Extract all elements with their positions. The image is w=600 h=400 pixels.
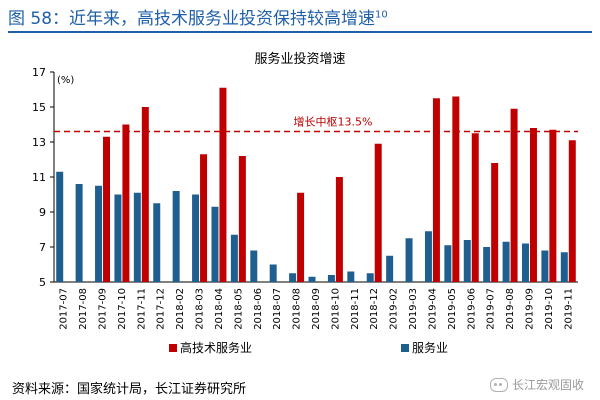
x-tick-label: 2019-06 — [466, 288, 477, 330]
x-tick-label: 2017-11 — [136, 288, 147, 330]
bar-services — [541, 250, 549, 282]
x-tick-label: 2017-08 — [78, 288, 89, 330]
watermark: 长江宏观固收 — [489, 376, 584, 393]
chart-title: 服务业投资增速 — [254, 51, 345, 67]
x-tick-label: 2019-08 — [505, 288, 516, 330]
bar-high-tech-services — [568, 140, 576, 282]
bar-services — [405, 238, 413, 282]
x-tick-label: 2017-09 — [98, 288, 109, 330]
bar-high-tech-services — [510, 108, 518, 282]
bar-services — [560, 252, 568, 282]
x-tick-label: 2018-12 — [369, 288, 380, 330]
source-note: 资料来源：国家统计局，长江证券研究所 — [12, 382, 247, 397]
bar-services — [250, 250, 258, 282]
y-tick-label: 11 — [32, 171, 46, 184]
bar-services — [444, 245, 452, 282]
bar-high-tech-services — [335, 177, 343, 282]
wechat-icon — [489, 377, 508, 392]
bar-services — [327, 275, 335, 282]
bar-services — [172, 191, 180, 282]
x-tick-label: 2018-05 — [233, 288, 244, 330]
bar-high-tech-services — [141, 107, 149, 282]
bar-high-tech-services — [238, 156, 246, 282]
figure-title: 图 58：近年来，高技术服务业投资保持较高增速10 — [8, 4, 388, 29]
bar-services — [308, 276, 316, 282]
y-tick-label: 15 — [32, 101, 46, 114]
bar-services — [56, 171, 64, 282]
x-tick-label: 2019-11 — [563, 288, 574, 330]
bar-high-tech-services — [432, 98, 440, 282]
x-tick-label: 2018-10 — [330, 288, 341, 330]
title-divider — [8, 31, 592, 33]
x-tick-label: 2019-02 — [389, 288, 400, 330]
bar-services — [521, 243, 529, 282]
x-tick-label: 2017-12 — [156, 288, 167, 330]
bar-services — [424, 231, 432, 282]
bar-services — [95, 185, 103, 282]
bar-services — [75, 184, 83, 282]
x-tick-label: 2018-11 — [350, 288, 361, 330]
x-tick-label: 2018-02 — [175, 288, 186, 330]
bar-services — [366, 273, 374, 282]
bar-services — [386, 255, 394, 282]
bar-services — [289, 273, 297, 282]
bar-services — [269, 264, 277, 282]
y-tick-label: 7 — [39, 241, 46, 254]
y-tick-label: 9 — [39, 206, 46, 219]
bar-services — [230, 234, 238, 282]
bar-services — [192, 194, 200, 282]
bar-high-tech-services — [491, 163, 499, 282]
y-tick-label: 17 — [32, 66, 46, 79]
x-tick-label: 2018-04 — [214, 288, 225, 330]
x-tick-label: 2019-05 — [447, 288, 458, 330]
watermark-text: 长江宏观固收 — [511, 378, 584, 392]
y-axis-unit: (%) — [57, 75, 74, 86]
x-tick-label: 2019-07 — [486, 288, 497, 330]
legend-label-high-tech: 高技术服务业 — [180, 340, 252, 355]
legend-label-services: 服务业 — [412, 340, 448, 355]
bar-services — [114, 194, 122, 282]
legend-swatch-high-tech — [169, 344, 177, 352]
bar-high-tech-services — [374, 143, 382, 282]
x-tick-label: 2019-03 — [408, 288, 419, 330]
bar-services — [133, 192, 141, 282]
x-tick-label: 2019-10 — [544, 288, 555, 330]
bar-high-tech-services — [297, 192, 305, 282]
bar-high-tech-services — [219, 87, 227, 282]
x-tick-label: 2019-09 — [524, 288, 535, 330]
bar-high-tech-services — [529, 128, 537, 282]
bar-services — [502, 241, 510, 282]
y-tick-label: 13 — [32, 136, 46, 149]
bar-high-tech-services — [471, 133, 479, 282]
x-tick-label: 2019-04 — [427, 288, 438, 330]
legend-swatch-services — [401, 344, 409, 352]
x-tick-label: 2017-07 — [59, 288, 70, 330]
bar-services — [153, 203, 161, 282]
x-tick-label: 2018-03 — [195, 288, 206, 330]
x-tick-label: 2018-07 — [272, 288, 283, 330]
bar-high-tech-services — [122, 124, 130, 282]
bar-high-tech-services — [549, 129, 557, 282]
bar-services — [347, 271, 355, 282]
figure-title-footnote: 10 — [375, 9, 388, 21]
x-tick-label: 2018-08 — [292, 288, 303, 330]
y-tick-label: 5 — [39, 276, 46, 289]
x-tick-label: 2018-06 — [253, 288, 264, 330]
bar-services — [211, 206, 219, 282]
figure-title-text: 图 58：近年来，高技术服务业投资保持较高增速 — [8, 9, 376, 29]
bar-high-tech-services — [452, 96, 460, 282]
bar-high-tech-services — [200, 154, 208, 282]
bar-services — [463, 240, 471, 282]
x-tick-label: 2018-09 — [311, 288, 322, 330]
bar-high-tech-services — [103, 136, 111, 282]
bar-services — [483, 247, 491, 282]
reference-line-label: 增长中枢13.5% — [294, 115, 373, 129]
x-tick-label: 2017-10 — [117, 288, 128, 330]
